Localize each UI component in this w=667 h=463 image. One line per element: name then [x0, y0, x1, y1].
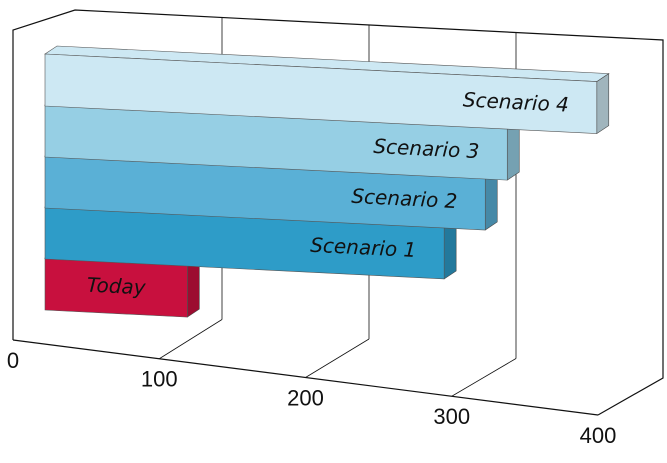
- x-tick-label: 300: [433, 404, 470, 429]
- bar-label: Scenario 2: [351, 184, 458, 213]
- x-tick-label: 200: [287, 385, 324, 410]
- bar-label: Scenario 4: [462, 87, 569, 116]
- bar: [44, 53, 598, 134]
- floor-grid-line: [451, 358, 517, 397]
- x-tick-label: 400: [580, 423, 617, 448]
- bar-label: Scenario 3: [373, 134, 480, 163]
- bar-side-shade: [507, 120, 520, 181]
- x-tick-label: 100: [141, 367, 178, 392]
- bar-group: Scenario 4: [44, 45, 610, 135]
- bar-label: Scenario 1: [310, 233, 417, 262]
- floor-grid-line: [159, 319, 223, 360]
- x-tick-label: 0: [7, 348, 19, 373]
- bar-side-shade: [444, 218, 457, 279]
- bar-side-shade: [485, 170, 498, 231]
- bar-side-shade: [596, 73, 609, 134]
- bar-side-shade: [187, 257, 200, 318]
- floor-grid-line: [305, 338, 370, 378]
- bar-label: Today: [86, 273, 147, 300]
